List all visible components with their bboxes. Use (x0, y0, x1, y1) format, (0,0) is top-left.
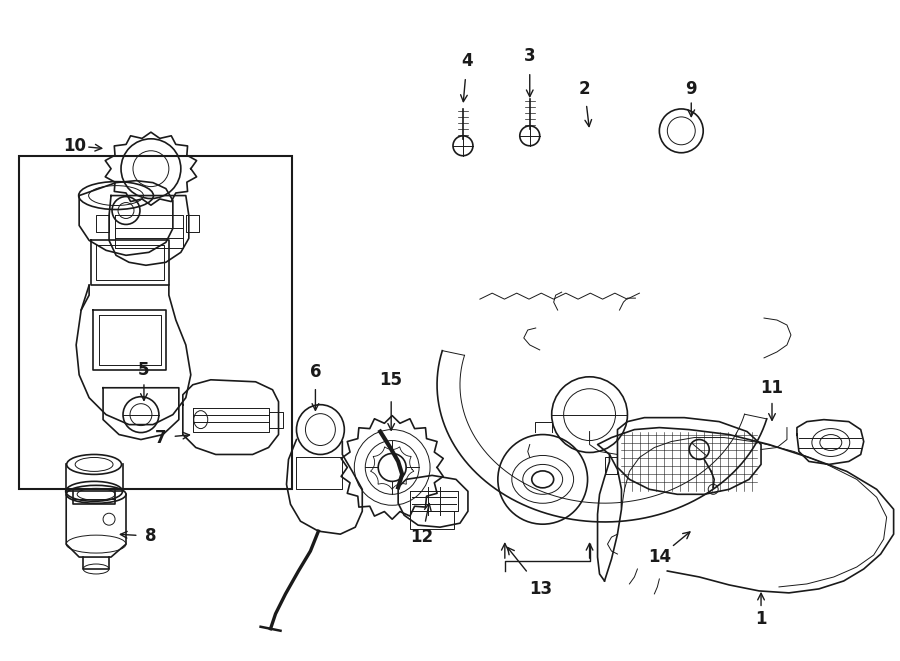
Text: 1: 1 (755, 610, 767, 628)
Text: 2: 2 (579, 80, 590, 98)
Text: 3: 3 (524, 47, 536, 65)
Text: 11: 11 (760, 379, 784, 397)
Text: 6: 6 (310, 363, 321, 381)
Text: 13: 13 (529, 580, 553, 598)
Text: 7: 7 (155, 428, 166, 447)
Bar (19, 156, 292, 489)
Text: 12: 12 (410, 528, 434, 546)
Text: 10: 10 (64, 137, 86, 155)
Text: 4: 4 (461, 52, 472, 70)
Text: 5: 5 (139, 361, 149, 379)
Text: 14: 14 (648, 548, 670, 566)
Text: 8: 8 (145, 527, 157, 545)
Text: 15: 15 (380, 371, 402, 389)
Text: 9: 9 (686, 80, 698, 98)
